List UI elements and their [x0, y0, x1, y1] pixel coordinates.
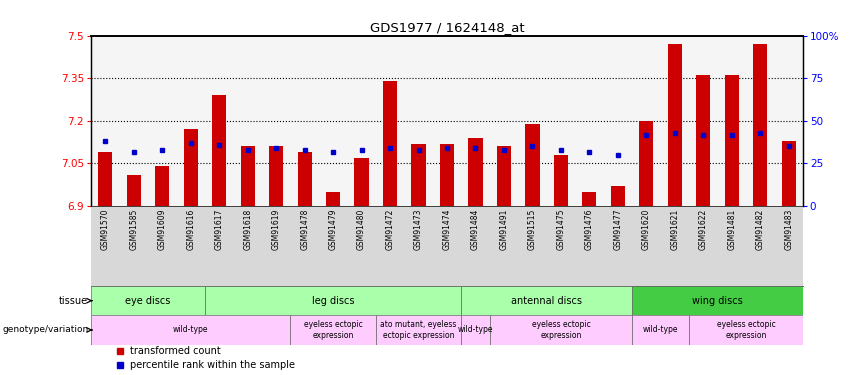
Text: GSM91609: GSM91609 — [158, 209, 167, 250]
Bar — [696, 75, 710, 206]
Text: genotype/variation: genotype/variation — [2, 326, 89, 334]
Text: GSM91472: GSM91472 — [385, 209, 395, 250]
Text: GSM91476: GSM91476 — [585, 209, 594, 250]
Text: leg discs: leg discs — [312, 296, 354, 306]
Bar — [469, 138, 483, 206]
Text: GSM91475: GSM91475 — [556, 209, 565, 250]
Bar — [383, 81, 398, 206]
Text: GSM91617: GSM91617 — [214, 209, 224, 250]
Bar — [376, 315, 461, 345]
Bar — [490, 315, 632, 345]
Bar — [354, 158, 369, 206]
Text: GSM91616: GSM91616 — [187, 209, 195, 250]
Text: GSM91481: GSM91481 — [727, 209, 736, 250]
Bar — [411, 144, 425, 206]
Text: eyeless ectopic
expression: eyeless ectopic expression — [304, 320, 363, 340]
Text: eye discs: eye discs — [125, 296, 171, 306]
Bar — [554, 155, 568, 206]
Text: GSM91585: GSM91585 — [129, 209, 138, 250]
Text: GSM91622: GSM91622 — [699, 209, 707, 250]
Bar — [298, 152, 312, 206]
Bar — [91, 286, 205, 315]
Text: percentile rank within the sample: percentile rank within the sample — [130, 360, 295, 370]
Text: GSM91621: GSM91621 — [670, 209, 680, 250]
Text: GSM91474: GSM91474 — [443, 209, 451, 250]
Text: wild-type: wild-type — [457, 326, 493, 334]
Text: antennal discs: antennal discs — [511, 296, 582, 306]
Text: GSM91619: GSM91619 — [272, 209, 280, 250]
Text: GSM91478: GSM91478 — [300, 209, 309, 250]
Bar — [240, 146, 255, 206]
Text: tissue: tissue — [59, 296, 89, 306]
Bar — [326, 192, 340, 206]
Bar — [440, 144, 454, 206]
Bar — [496, 146, 511, 206]
Text: GSM91479: GSM91479 — [329, 209, 338, 250]
Text: GSM91473: GSM91473 — [414, 209, 423, 250]
Text: GSM91491: GSM91491 — [499, 209, 509, 250]
Bar — [98, 152, 113, 206]
Bar — [205, 286, 461, 315]
Text: wild-type: wild-type — [643, 326, 678, 334]
Text: GSM91480: GSM91480 — [357, 209, 366, 250]
Bar — [269, 146, 283, 206]
Text: GSM91484: GSM91484 — [471, 209, 480, 250]
Title: GDS1977 / 1624148_at: GDS1977 / 1624148_at — [370, 21, 524, 34]
Text: GSM91515: GSM91515 — [528, 209, 537, 250]
Text: GSM91620: GSM91620 — [641, 209, 651, 250]
Text: wild-type: wild-type — [173, 326, 208, 334]
Bar — [212, 95, 227, 206]
Bar — [525, 124, 540, 206]
Bar — [184, 129, 198, 206]
Text: GSM91477: GSM91477 — [614, 209, 622, 250]
Bar — [291, 315, 376, 345]
Bar — [155, 166, 169, 206]
Bar — [461, 286, 632, 315]
Bar — [689, 315, 803, 345]
Bar — [725, 75, 739, 206]
Bar — [632, 286, 803, 315]
Text: GSM91482: GSM91482 — [756, 209, 765, 250]
Text: GSM91618: GSM91618 — [243, 209, 253, 250]
Text: wing discs: wing discs — [692, 296, 743, 306]
Bar — [753, 44, 767, 206]
Bar — [611, 186, 625, 206]
Bar — [461, 315, 490, 345]
Text: ato mutant, eyeless
ectopic expression: ato mutant, eyeless ectopic expression — [380, 320, 457, 340]
Text: eyeless ectopic
expression: eyeless ectopic expression — [717, 320, 775, 340]
Bar — [91, 315, 291, 345]
Text: eyeless ectopic
expression: eyeless ectopic expression — [531, 320, 590, 340]
Bar — [127, 175, 141, 206]
Bar — [639, 121, 654, 206]
Bar — [632, 315, 689, 345]
Text: transformed count: transformed count — [130, 346, 221, 356]
Bar — [781, 141, 796, 206]
Text: GSM91483: GSM91483 — [784, 209, 793, 250]
Text: GSM91570: GSM91570 — [101, 209, 110, 250]
Bar — [667, 44, 682, 206]
Bar — [582, 192, 596, 206]
